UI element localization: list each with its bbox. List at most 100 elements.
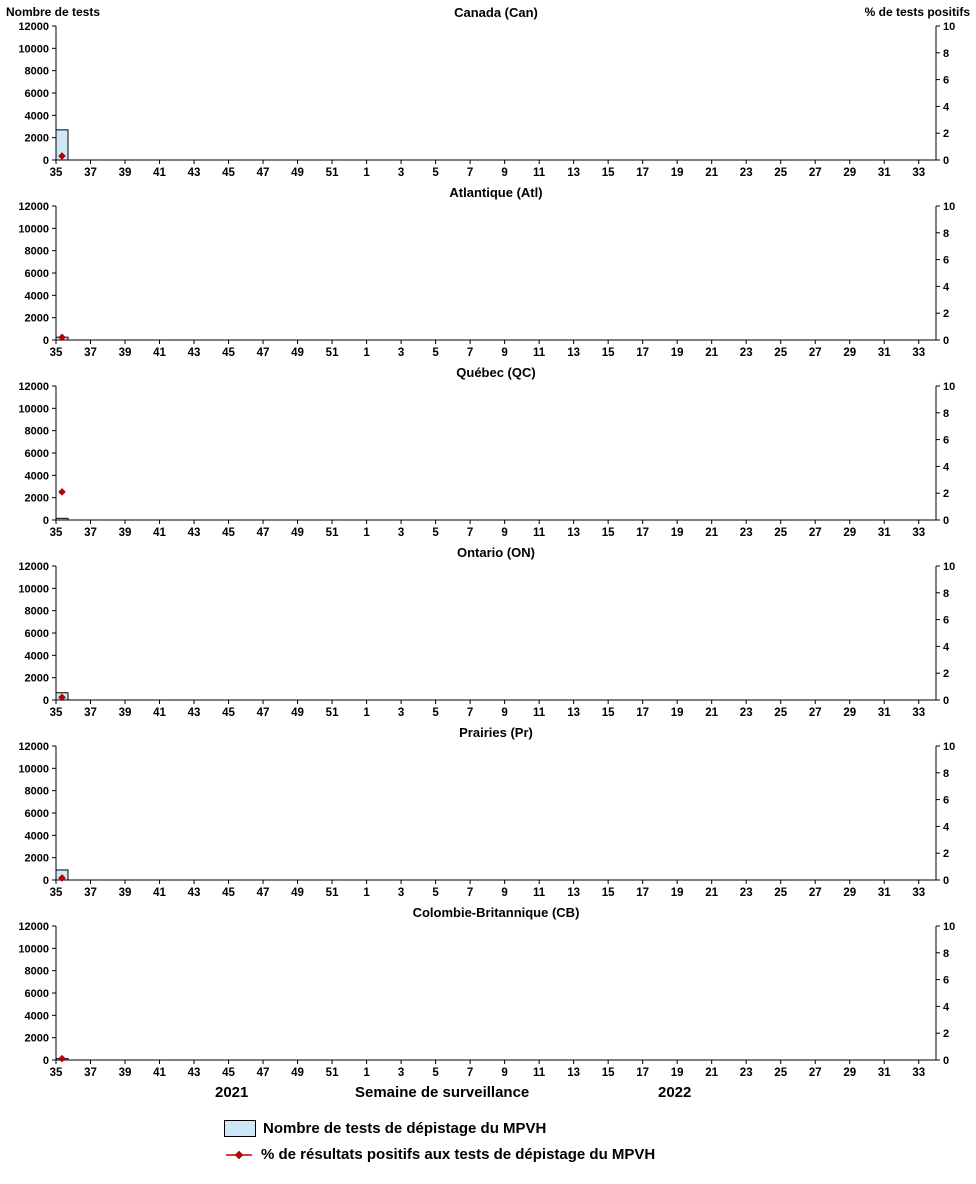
left-tick-label: 10000	[18, 763, 49, 775]
right-tick-label: 4	[943, 101, 950, 113]
x-tick-label: 9	[501, 167, 507, 179]
right-tick-label: 10	[943, 21, 955, 33]
chart-panel: Prairies (Pr) 0 2000 4000 6000 8000 10000 12000…	[18, 725, 955, 899]
chart-panel: Ontario (ON) 0 2000 4000 6000 8000 10000 12000 0…	[18, 545, 955, 719]
x-tick-label: 7	[467, 347, 473, 359]
x-tick-label: 45	[222, 1067, 235, 1079]
x-tick-label: 5	[432, 347, 439, 359]
x-tick-label: 25	[774, 887, 787, 899]
x-tick-label: 23	[740, 1067, 753, 1079]
left-tick-label: 2000	[25, 313, 49, 325]
right-tick-label: 10	[943, 381, 955, 393]
left-tick-label: 6000	[25, 448, 49, 460]
x-tick-label: 47	[257, 887, 270, 899]
left-tick-label: 6000	[25, 628, 49, 640]
left-tick-label: 6000	[25, 808, 49, 820]
x-tick-label: 3	[398, 707, 404, 719]
x-tick-label: 15	[602, 167, 615, 179]
x-tick-label: 19	[671, 167, 684, 179]
x-tick-label: 49	[291, 527, 304, 539]
x-tick-label: 9	[501, 1067, 507, 1079]
left-tick-label: 8000	[25, 246, 49, 258]
x-tick-label: 41	[153, 347, 166, 359]
right-tick-label: 8	[943, 948, 949, 960]
x-tick-label: 15	[602, 707, 615, 719]
x-tick-label: 19	[671, 527, 684, 539]
x-tick-label: 1	[363, 347, 370, 359]
x-tick-label: 23	[740, 887, 753, 899]
x-tick-label: 13	[567, 887, 580, 899]
x-tick-label: 33	[912, 887, 925, 899]
left-tick-label: 10000	[18, 43, 49, 55]
left-tick-label: 8000	[25, 66, 49, 78]
x-tick-label: 31	[878, 527, 891, 539]
left-tick-label: 2000	[25, 673, 49, 685]
x-tick-label: 29	[843, 1067, 856, 1079]
right-tick-label: 4	[943, 641, 950, 653]
x-tick-label: 3	[398, 347, 404, 359]
x-tick-label: 31	[878, 1067, 891, 1079]
x-tick-label: 39	[119, 707, 132, 719]
right-tick-label: 8	[943, 408, 949, 420]
right-tick-label: 8	[943, 768, 949, 780]
x-tick-label: 23	[740, 707, 753, 719]
left-tick-label: 8000	[25, 606, 49, 618]
x-tick-label: 49	[291, 347, 304, 359]
x-tick-label: 33	[912, 1067, 925, 1079]
left-tick-label: 4000	[25, 290, 49, 302]
x-tick-label: 19	[671, 347, 684, 359]
x-axis-footer: 2021 Semaine de surveillance 2022	[0, 1080, 976, 1114]
x-tick-label: 19	[671, 707, 684, 719]
left-tick-label: 8000	[25, 966, 49, 978]
x-tick-label: 27	[809, 167, 822, 179]
x-tick-label: 23	[740, 167, 753, 179]
x-tick-label: 5	[432, 707, 439, 719]
left-tick-label: 6000	[25, 988, 49, 1000]
x-tick-label: 51	[326, 527, 339, 539]
x-tick-label: 47	[257, 707, 270, 719]
left-tick-label: 2000	[25, 1033, 49, 1045]
x-tick-label: 49	[291, 887, 304, 899]
x-tick-label: 25	[774, 1067, 787, 1079]
legend-label-pct: % de résultats positifs aux tests de dép…	[261, 1146, 656, 1163]
x-tick-label: 3	[398, 527, 404, 539]
left-tick-label: 12000	[18, 201, 49, 213]
right-tick-label: 6	[943, 795, 949, 807]
tests-bar	[55, 517, 69, 521]
x-tick-label: 35	[50, 1067, 63, 1079]
left-tick-label: 12000	[18, 741, 49, 753]
x-tick-label: 21	[705, 527, 718, 539]
x-tick-label: 45	[222, 347, 235, 359]
diamond-marker-icon	[226, 1150, 252, 1159]
right-axis-title: % de tests positifs	[865, 5, 971, 19]
tests-bar	[55, 129, 69, 161]
pct-point	[58, 1054, 66, 1063]
pct-point	[58, 874, 66, 882]
x-tick-label: 45	[222, 527, 235, 539]
right-tick-label: 2	[943, 488, 949, 500]
x-tick-label: 33	[912, 527, 925, 539]
x-tick-label: 17	[636, 1067, 649, 1079]
x-tick-label: 31	[878, 887, 891, 899]
left-tick-label: 0	[43, 515, 49, 527]
x-tick-label: 1	[363, 527, 370, 539]
x-tick-label: 49	[291, 167, 304, 179]
x-tick-label: 39	[119, 1067, 132, 1079]
x-tick-label: 3	[398, 887, 404, 899]
right-tick-label: 6	[943, 975, 949, 987]
x-tick-label: 45	[222, 707, 235, 719]
x-tick-label: 7	[467, 1067, 473, 1079]
left-tick-label: 2000	[25, 853, 49, 865]
right-tick-label: 8	[943, 228, 949, 240]
x-tick-label: 23	[740, 527, 753, 539]
left-tick-label: 2000	[25, 133, 49, 145]
left-tick-label: 10000	[18, 223, 49, 235]
x-tick-label: 27	[809, 707, 822, 719]
x-tick-label: 9	[501, 347, 507, 359]
right-tick-label: 10	[943, 741, 955, 753]
left-tick-label: 8000	[25, 426, 49, 438]
left-tick-label: 12000	[18, 21, 49, 33]
legend-label-tests: Nombre de tests de dépistage du MPVH	[263, 1120, 547, 1137]
x-tick-label: 7	[467, 887, 473, 899]
